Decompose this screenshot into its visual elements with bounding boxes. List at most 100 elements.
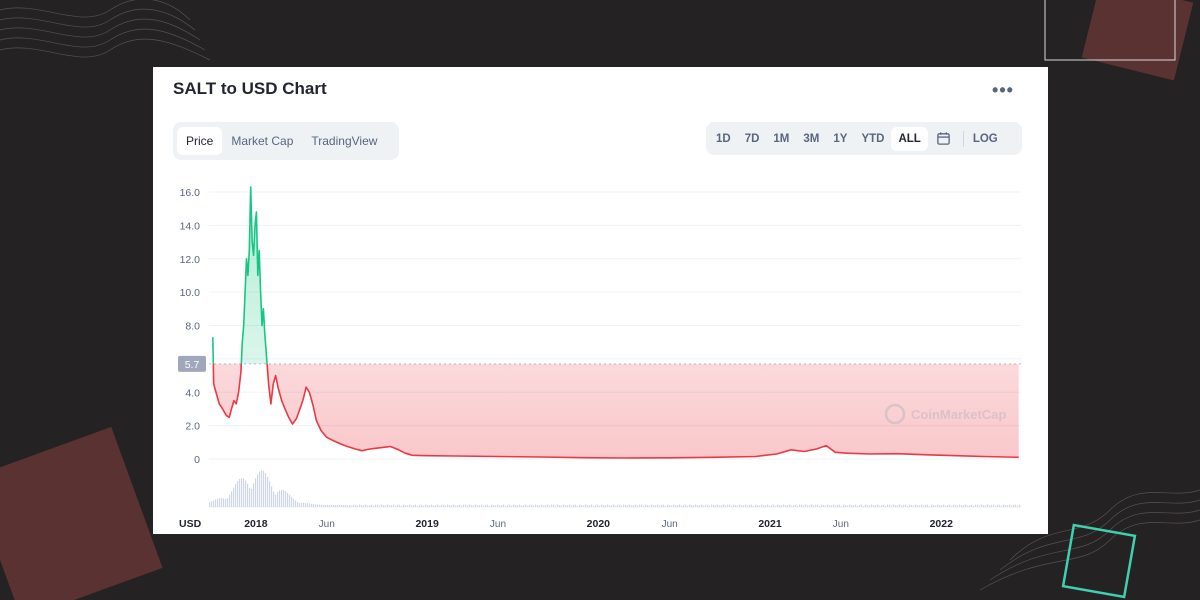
log-scale-toggle[interactable]: LOG [972,132,998,145]
volume-bar [467,505,469,507]
volume-bar [597,504,599,507]
volume-bar [549,505,551,507]
volume-bar [945,505,947,507]
calendar-button[interactable] [928,127,959,150]
volume-bar [851,505,853,507]
volume-bar [899,504,901,507]
volume-bar [551,504,553,507]
volume-bar [339,504,341,507]
volume-bar [717,504,719,507]
volume-bar [849,504,851,507]
volume-bar [561,505,563,507]
volume-bar [333,504,335,507]
volume-bar [727,504,729,507]
range-ytd-button[interactable]: YTD [861,132,885,145]
range-all-button[interactable]: ALL [891,126,928,151]
volume-bar [461,505,463,507]
y-tick-label: 16.0 [180,187,201,199]
tab-market-cap[interactable]: Market Cap [231,134,294,148]
volume-bar [793,504,795,507]
volume-bar [939,505,941,507]
volume-bar [887,504,889,507]
volume-bar [831,505,833,507]
volume-bar [317,504,319,507]
volume-bar [837,504,839,507]
y-tick-label: 14.0 [180,220,201,232]
x-tick-label: Jun [490,519,506,530]
volume-bar [885,505,887,507]
tab-price[interactable]: Price [177,127,223,155]
more-options-button[interactable]: ••• [992,80,1014,100]
volume-bar [735,504,737,507]
volume-bar [1009,504,1011,507]
volume-bar [797,505,799,507]
volume-bar [279,490,281,507]
volume-bar [513,504,515,507]
volume-bar [759,505,761,507]
price-area-down [212,363,1019,458]
volume-bar [825,505,827,507]
volume-bar [789,504,791,507]
volume-bar [627,505,629,507]
volume-bar [435,504,437,507]
volume-bar [415,504,417,507]
volume-bar [673,504,675,507]
volume-bar [813,505,815,507]
volume-bar [909,504,911,507]
volume-bar [901,505,903,507]
volume-bar [507,504,509,507]
volume-bar [357,505,359,507]
volume-bar [699,505,701,507]
volume-bar [335,504,337,507]
volume-bar [829,505,831,507]
watermark: CoinMarketCap [884,403,1006,425]
volume-bar [233,487,235,507]
volume-bar [973,505,975,507]
volume-bar [891,505,893,507]
volume-bar [255,478,257,507]
volume-bar [289,494,291,507]
volume-bar [587,505,589,507]
volume-bar [1015,504,1017,507]
volume-bar [731,505,733,507]
volume-bar [923,505,925,507]
volume-bar [577,505,579,507]
volume-bar [607,504,609,507]
range-1y-button[interactable]: 1Y [833,132,848,145]
tab-tradingview[interactable]: TradingView [311,134,378,148]
volume-bar [811,504,813,507]
volume-bar [771,504,773,507]
range-1d-button[interactable]: 1D [716,132,731,145]
volume-bar [389,505,391,507]
volume-bar [221,498,223,507]
volume-bar [277,492,279,507]
volume-bar [695,504,697,507]
volume-bar [471,505,473,507]
volume-bar [799,504,801,507]
volume-bar [247,483,249,507]
volume-bar [209,502,211,507]
volume-bar [229,494,231,507]
volume-bar [685,504,687,507]
volume-bar [305,503,307,507]
range-1m-button[interactable]: 1M [773,132,790,145]
range-3m-button[interactable]: 3M [803,132,820,145]
range-7d-button[interactable]: 7D [744,132,760,145]
volume-bar [637,505,639,507]
x-tick-label: Jun [662,519,678,530]
volume-bar [405,505,407,507]
volume-bar [957,505,959,507]
volume-bar [559,504,561,507]
bg-square-outline-top [1044,0,1176,61]
volume-bar [971,504,973,507]
volume-bar [337,504,339,507]
volume-bar [787,505,789,507]
volume-bar [393,504,395,507]
volume-bar [873,505,875,507]
volume-bar [245,480,247,507]
volume-bar [329,504,331,507]
price-area [212,187,1019,458]
volume-bar [997,504,999,507]
volume-bar [629,504,631,507]
